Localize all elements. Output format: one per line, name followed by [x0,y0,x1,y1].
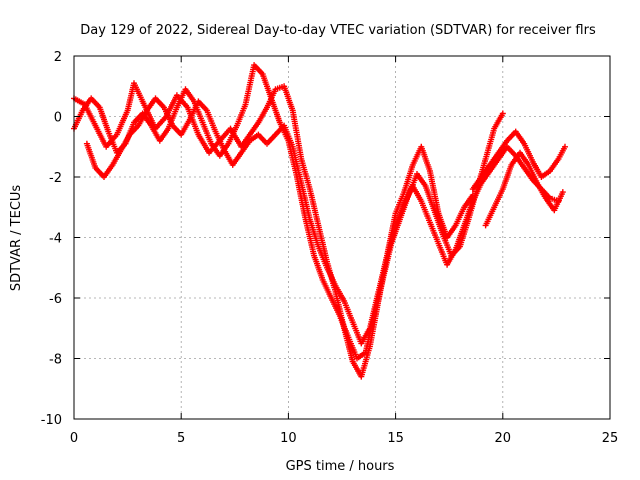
x-tick-label: 5 [177,431,185,446]
x-tick-label: 15 [387,431,404,446]
y-tick-label: -6 [49,292,62,307]
series-trace-4 [469,128,568,193]
data-series [71,62,568,380]
x-tick-label: 10 [280,431,297,446]
y-tick-label: -8 [49,353,62,368]
data-point [559,189,566,196]
data-point [562,143,568,150]
y-tick-label: 0 [54,111,62,126]
x-tick-label: 0 [70,431,78,446]
x-tick-label: 25 [602,431,619,446]
chart-title: Day 129 of 2022, Sidereal Day-to-day VTE… [80,23,596,38]
x-tick-labels: 0 5 10 15 20 25 [70,431,618,446]
x-axis-label: GPS time / hours [286,459,395,474]
series-trace-5 [482,149,566,229]
x-tick-label: 20 [495,431,512,446]
axis-ticks [73,55,611,420]
series-trace-3 [83,95,562,347]
data-point [499,110,506,117]
y-tick-labels: -10 -8 -6 -4 -2 0 2 [41,50,62,428]
grid [74,56,610,419]
y-axis-label: SDTVAR / TECUs [9,185,24,292]
y-tick-label: -4 [49,232,62,247]
y-tick-label: 2 [54,50,62,65]
y-tick-label: -2 [49,171,62,186]
y-tick-label: -10 [41,413,62,428]
